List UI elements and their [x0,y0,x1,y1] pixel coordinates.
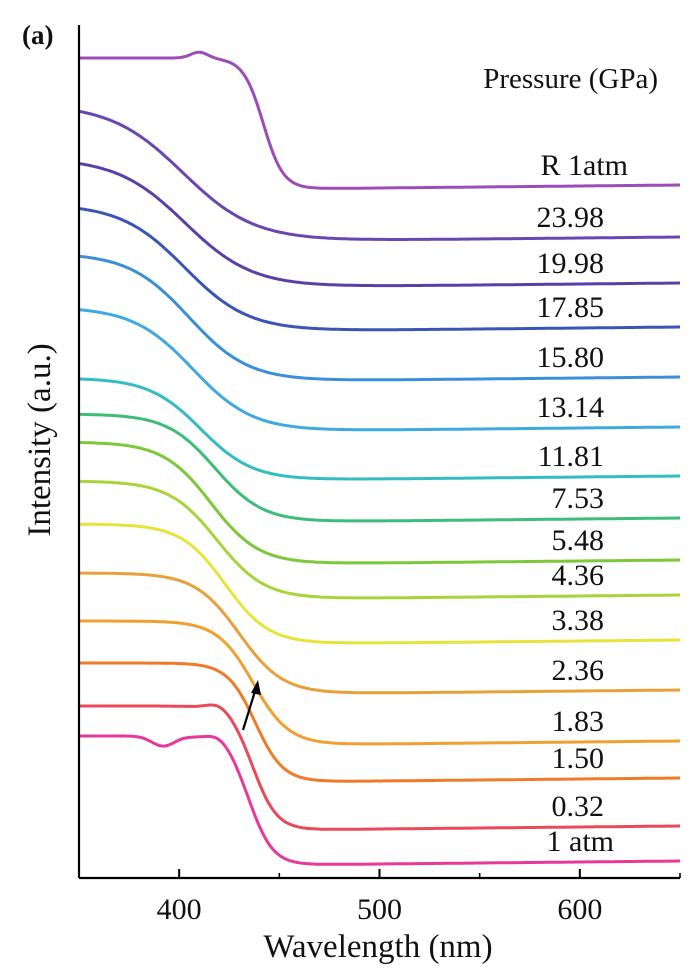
spectrum-line [78,109,680,241]
legend-title: Pressure (GPa) [483,63,658,95]
series-label: 19.98 [537,247,605,280]
series-label: R 1atm [541,149,629,182]
spectrum-line [79,703,680,831]
spectrum-line [78,162,680,288]
spectrum-line [79,50,680,190]
x-tick-label: 500 [357,893,402,926]
spectrum-line [79,661,680,783]
series-label: 4.36 [552,559,605,592]
spectrum-line [79,619,680,746]
series-label: 7.53 [552,482,605,515]
x-tick-label: 600 [557,893,602,926]
series-label: 17.85 [537,291,605,324]
series-label: 11.81 [538,440,604,473]
series-label: 1 atm [547,825,615,858]
spectrum-line [79,522,680,645]
spectra-curves [78,50,680,866]
x-axis-label: Wavelength (nm) [263,929,492,965]
edge-shift-arrow [241,680,261,731]
y-axis-label: Intensity (a.u.) [22,343,58,536]
series-label: 0.32 [552,790,605,823]
spectrum-line [79,479,680,600]
x-tick-label: 400 [157,893,202,926]
series-label: 3.38 [552,604,605,637]
spectrum-line [78,254,680,382]
series-label: 23.98 [537,201,605,234]
spectrum-line [78,207,680,332]
spectrum-line [79,734,680,866]
x-ticks: 400 500 600 [78,869,681,926]
series-label: 5.48 [552,524,605,557]
series-label: 1.83 [552,705,605,738]
spectrum-line [79,412,680,523]
spectrum-line [79,441,680,565]
series-label: 13.14 [537,391,605,424]
series-label: 1.50 [552,742,605,775]
series-label: 15.80 [537,341,605,374]
figure-label: (a) [22,20,53,50]
series-label: 2.36 [552,654,605,687]
spectrum-line [78,377,680,481]
spectrum-line [78,308,680,432]
spectrum-line [79,571,680,695]
